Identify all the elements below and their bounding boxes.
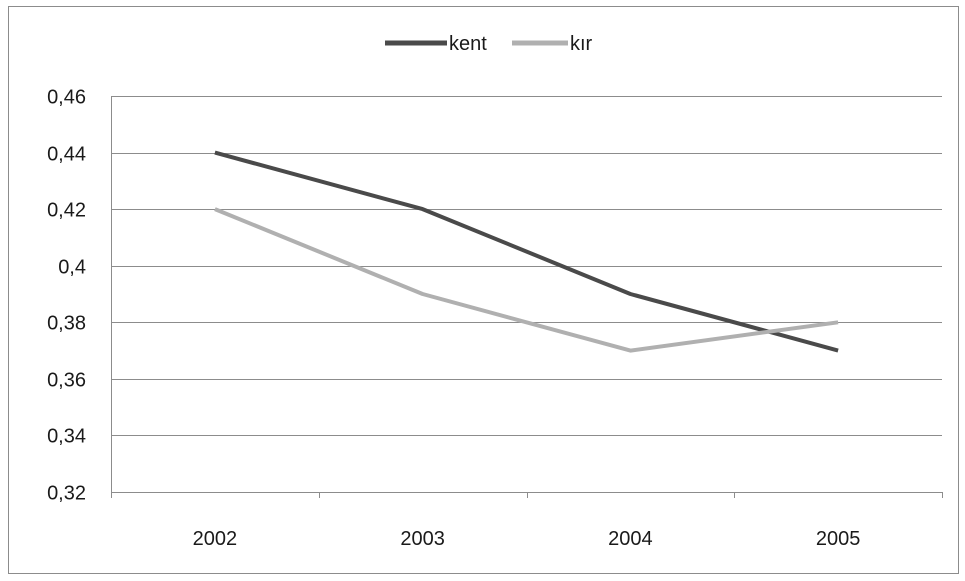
legend-label: kır	[570, 33, 593, 55]
y-tick-label: 0,42	[47, 200, 86, 222]
legend-item-0: kent	[385, 33, 487, 55]
x-tick-label-2002: 2002	[193, 528, 238, 550]
gridlines	[111, 96, 942, 436]
chart-frame	[8, 6, 959, 574]
y-tick-label: 0,32	[47, 483, 86, 505]
legend: kent kır	[385, 33, 593, 55]
x-tick-label-2005: 2005	[816, 528, 861, 550]
legend-label: kent	[449, 33, 487, 55]
y-tick-label: 0,38	[47, 313, 86, 335]
x-tick-labels: 2002 2003 2004 2005	[193, 528, 861, 550]
x-tick-label-2004: 2004	[608, 528, 653, 550]
axes	[111, 96, 943, 498]
y-tick-label: 0,4	[58, 257, 86, 279]
y-tick-label: 0,36	[47, 370, 86, 392]
x-tick-label-2003: 2003	[400, 528, 445, 550]
series-line-1	[214, 207, 839, 353]
y-tick-label: 0,44	[47, 144, 86, 166]
y-tick-label: 0,34	[47, 426, 86, 448]
series-lines	[214, 150, 839, 353]
y-tick-label: 0,46	[47, 87, 86, 109]
y-tick-labels: 0,32 0,34 0,36 0,38 0,4 0,42 0,44 0,46	[47, 87, 86, 505]
series-line-0	[214, 150, 839, 353]
legend-item-1: kır	[512, 33, 593, 55]
